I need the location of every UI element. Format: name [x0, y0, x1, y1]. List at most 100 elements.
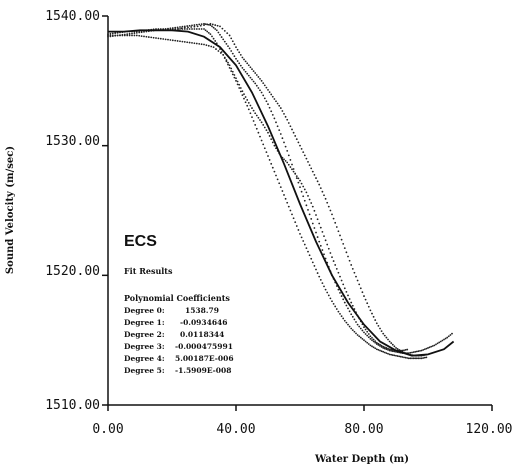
scatter-point: [205, 44, 208, 47]
scatter-point: [262, 143, 265, 146]
scatter-point: [263, 126, 266, 129]
scatter-point: [353, 271, 356, 274]
scatter-point: [299, 179, 301, 182]
coef-label-1: Degree 1:: [124, 318, 165, 327]
scatter-point: [107, 33, 109, 36]
scatter-point: [278, 182, 281, 185]
scatter-point: [276, 102, 279, 105]
scatter-point: [235, 77, 237, 80]
scatter-point: [383, 334, 386, 337]
scatter-point: [356, 334, 359, 336]
scatter-point: [390, 349, 393, 352]
scatter-point: [217, 31, 220, 34]
scatter-point: [283, 112, 285, 115]
x-tick-label-40: 40.00: [216, 422, 255, 437]
scatter-point: [262, 82, 265, 85]
scatter-point: [271, 95, 274, 98]
scatter-point: [295, 177, 298, 179]
scatter-point: [294, 221, 297, 224]
scatter-point: [361, 337, 364, 340]
scatter-point: [435, 343, 437, 346]
scatter-point: [348, 310, 351, 313]
scatter-point: [255, 74, 258, 76]
scatter-point: [321, 230, 324, 233]
scatter-point: [246, 104, 249, 107]
scatter-point: [340, 279, 343, 282]
scatter-point: [212, 37, 215, 40]
scatter-point: [371, 339, 373, 342]
coef-label-3: Degree 3:: [124, 342, 165, 351]
scatter-point: [310, 167, 313, 170]
scatter-point: [291, 128, 293, 131]
scatter-point: [199, 24, 202, 27]
scatter-point: [335, 308, 338, 310]
scatter-point: [406, 357, 409, 359]
scatter-point: [257, 116, 260, 119]
scatter-point: [313, 265, 316, 267]
scatter-point: [271, 113, 274, 116]
scatter-point: [297, 181, 300, 184]
scatter-point: [367, 333, 370, 335]
scatter-point: [241, 94, 244, 96]
scatter-point: [255, 84, 258, 87]
scatter-point: [292, 168, 295, 170]
scatter-point: [276, 178, 279, 181]
scatter-point: [216, 24, 219, 27]
scatter-point: [380, 344, 383, 347]
scatter-point: [236, 60, 239, 62]
scatter-point: [382, 347, 385, 349]
scatter-point: [291, 213, 293, 216]
coef-value-0: 1538.79: [185, 306, 219, 315]
scatter-point: [265, 100, 268, 103]
scatter-point: [335, 226, 338, 228]
scatter-point: [228, 34, 231, 37]
scatter-point: [183, 41, 186, 43]
scatter-point: [238, 51, 241, 54]
scatter-point: [236, 80, 239, 83]
scatter-point: [111, 32, 114, 35]
scatter-point: [299, 232, 301, 235]
scatter-point: [332, 302, 335, 305]
scatter-point: [383, 347, 386, 350]
scatter-point: [347, 323, 349, 326]
scatter-point: [335, 267, 338, 270]
scatter-point: [351, 329, 354, 332]
scatter-point: [377, 344, 380, 346]
scatter-point: [259, 135, 261, 138]
scatter-point: [359, 327, 362, 330]
scatter-point: [270, 162, 273, 165]
scatter-point: [367, 305, 370, 308]
scatter-point: [446, 336, 449, 339]
scatter-point: [279, 107, 282, 109]
scatter-point: [343, 319, 346, 322]
scatter-point: [263, 97, 266, 100]
scatter-point: [236, 83, 239, 86]
scatter-point: [404, 348, 407, 351]
scatter-point: [243, 58, 245, 61]
scatter-point: [372, 338, 375, 341]
scatter-point: [323, 194, 325, 197]
scatter-point: [289, 125, 292, 128]
scatter-point: [181, 40, 184, 43]
scatter-point: [303, 243, 306, 246]
scatter-point: [239, 87, 242, 89]
scatter-point: [284, 197, 287, 200]
scatter-point: [403, 356, 405, 359]
scatter-point: [302, 195, 305, 198]
scatter-point: [332, 260, 335, 262]
scatter-point: [340, 315, 343, 318]
scatter-point: [221, 27, 224, 30]
scatter-point: [358, 283, 361, 286]
scatter-point: [377, 325, 380, 327]
scatter-point: [391, 343, 394, 346]
scatter-point: [239, 64, 242, 67]
scatter-point: [297, 229, 300, 231]
scatter-point: [364, 333, 367, 335]
scatter-point: [281, 110, 284, 112]
scatter-point: [414, 350, 417, 353]
scatter-point: [289, 166, 292, 168]
scatter-point: [128, 32, 131, 35]
scatter-point: [327, 205, 330, 208]
y-tick-label-1540: 1540.00: [45, 9, 100, 24]
scatter-point: [254, 72, 257, 74]
